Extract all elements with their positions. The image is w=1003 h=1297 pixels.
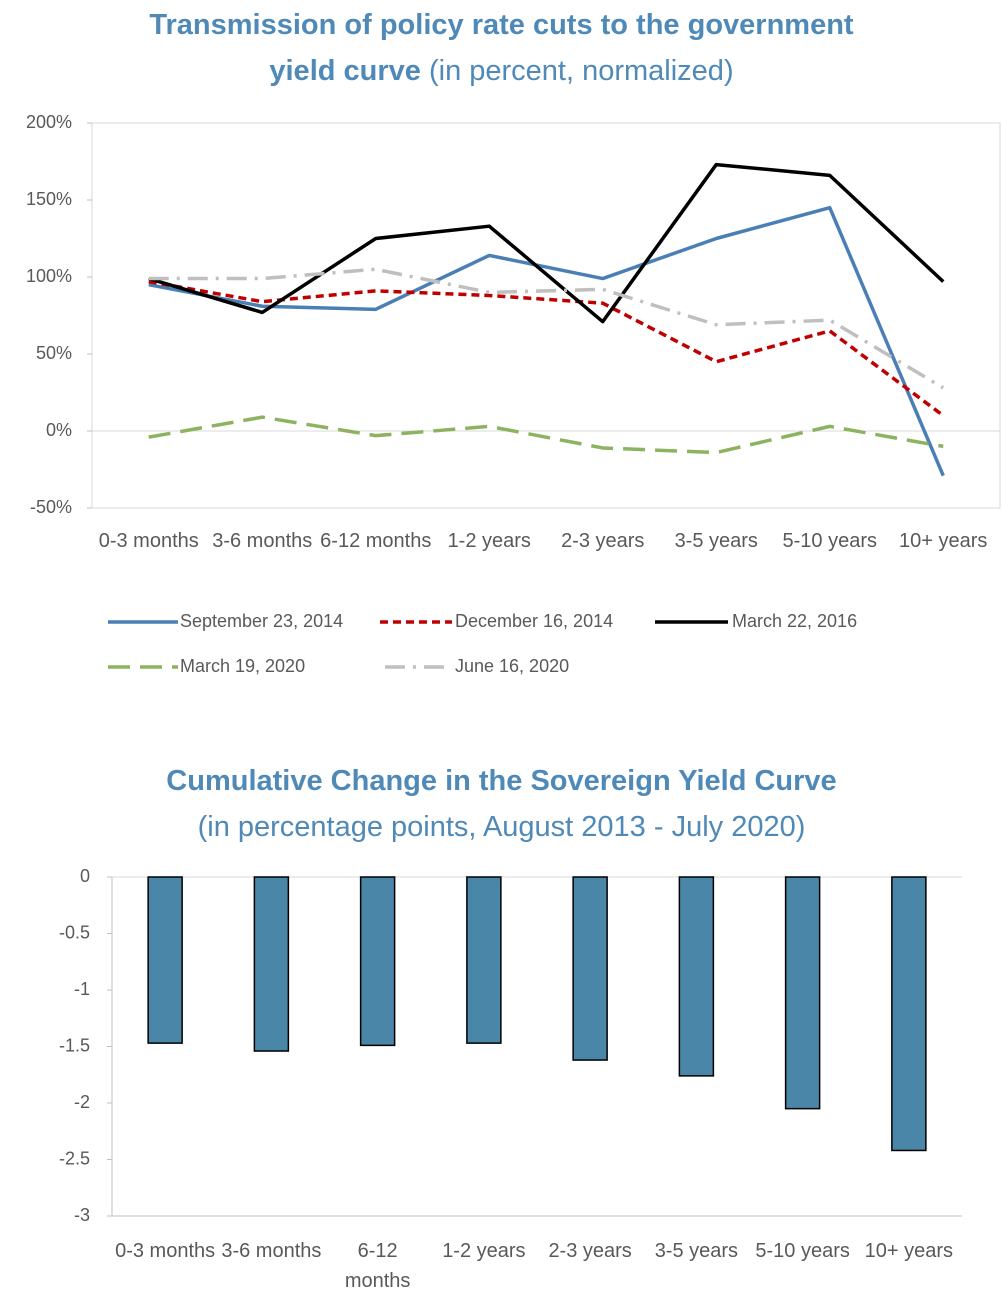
chart-title-block: Transmission of policy rate cuts to the … [132, 2, 872, 94]
chart-subtitle: (in percentage points, August 2013 - Jul… [197, 811, 806, 843]
x-tick-label: 10+ years [864, 1240, 954, 1262]
y-tick-label: 50% [36, 343, 72, 363]
legend-label: September 23, 2014 [180, 611, 343, 631]
x-tick-label: 10+ years [899, 530, 988, 552]
x-tick-label: 1-2 years [442, 1240, 526, 1262]
series-line [148, 162, 945, 324]
chart-title-block: Cumulative Change in the Sovereign Yield… [52, 758, 952, 850]
x-tick-label: 6-12 months [320, 530, 432, 552]
series-line [148, 267, 945, 390]
series-line [148, 415, 944, 455]
bar [253, 876, 290, 1052]
bar [359, 876, 396, 1047]
y-tick-label: 0 [80, 866, 90, 886]
x-tick-label: 5-10 years [755, 1240, 850, 1262]
bar [572, 876, 608, 1061]
y-tick-label: -2 [74, 1092, 90, 1112]
legend-label: December 16, 2014 [455, 611, 613, 631]
bar [784, 876, 821, 1110]
x-tick-label: 0-3 months [115, 1240, 216, 1262]
x-tick-label: 2-3 years [561, 530, 645, 552]
bar [678, 876, 715, 1077]
x-tick-label: 3-6 months [221, 1240, 322, 1262]
plot-frame [91, 122, 1001, 509]
chart-title: Transmission of policy rate cuts to the … [149, 9, 854, 87]
x-tick-label: 0-3 months [98, 530, 199, 552]
y-tick-label: -2.5 [59, 1148, 90, 1168]
x-tick-label: 1-2 years [447, 530, 531, 552]
x-tick-label: 3-5 years [654, 1240, 739, 1262]
bar [147, 876, 183, 1044]
y-tick-label: 0% [46, 420, 72, 440]
y-tick-label: -3 [74, 1205, 90, 1225]
chart-subtitle: (in percent, normalized) [428, 55, 734, 87]
series-line [148, 205, 945, 477]
y-tick-label: 150% [26, 189, 72, 209]
legend-label: June 16, 2020 [455, 656, 569, 676]
y-tick-label: -1 [74, 979, 90, 999]
y-tick-label: 200% [26, 112, 72, 132]
legend-label: March 19, 2020 [180, 656, 305, 676]
y-tick-label: -50% [30, 497, 72, 517]
chart-title: Cumulative Change in the Sovereign Yield… [166, 765, 837, 797]
x-tick-label: 2-3 years [548, 1240, 632, 1262]
y-tick-label: -0.5 [59, 922, 90, 942]
x-tick-label: 3-6 months [212, 530, 313, 552]
bar [466, 876, 502, 1044]
y-tick-label: -1.5 [59, 1035, 90, 1055]
x-tick-label: 3-5 years [674, 530, 758, 552]
legend-label: March 22, 2016 [732, 611, 857, 631]
x-tick-label: 5-10 years [782, 530, 878, 552]
bar [891, 876, 927, 1152]
x-tick-label: 6-12 months [344, 1240, 411, 1292]
series-line [148, 279, 945, 418]
y-tick-label: 100% [26, 266, 72, 286]
